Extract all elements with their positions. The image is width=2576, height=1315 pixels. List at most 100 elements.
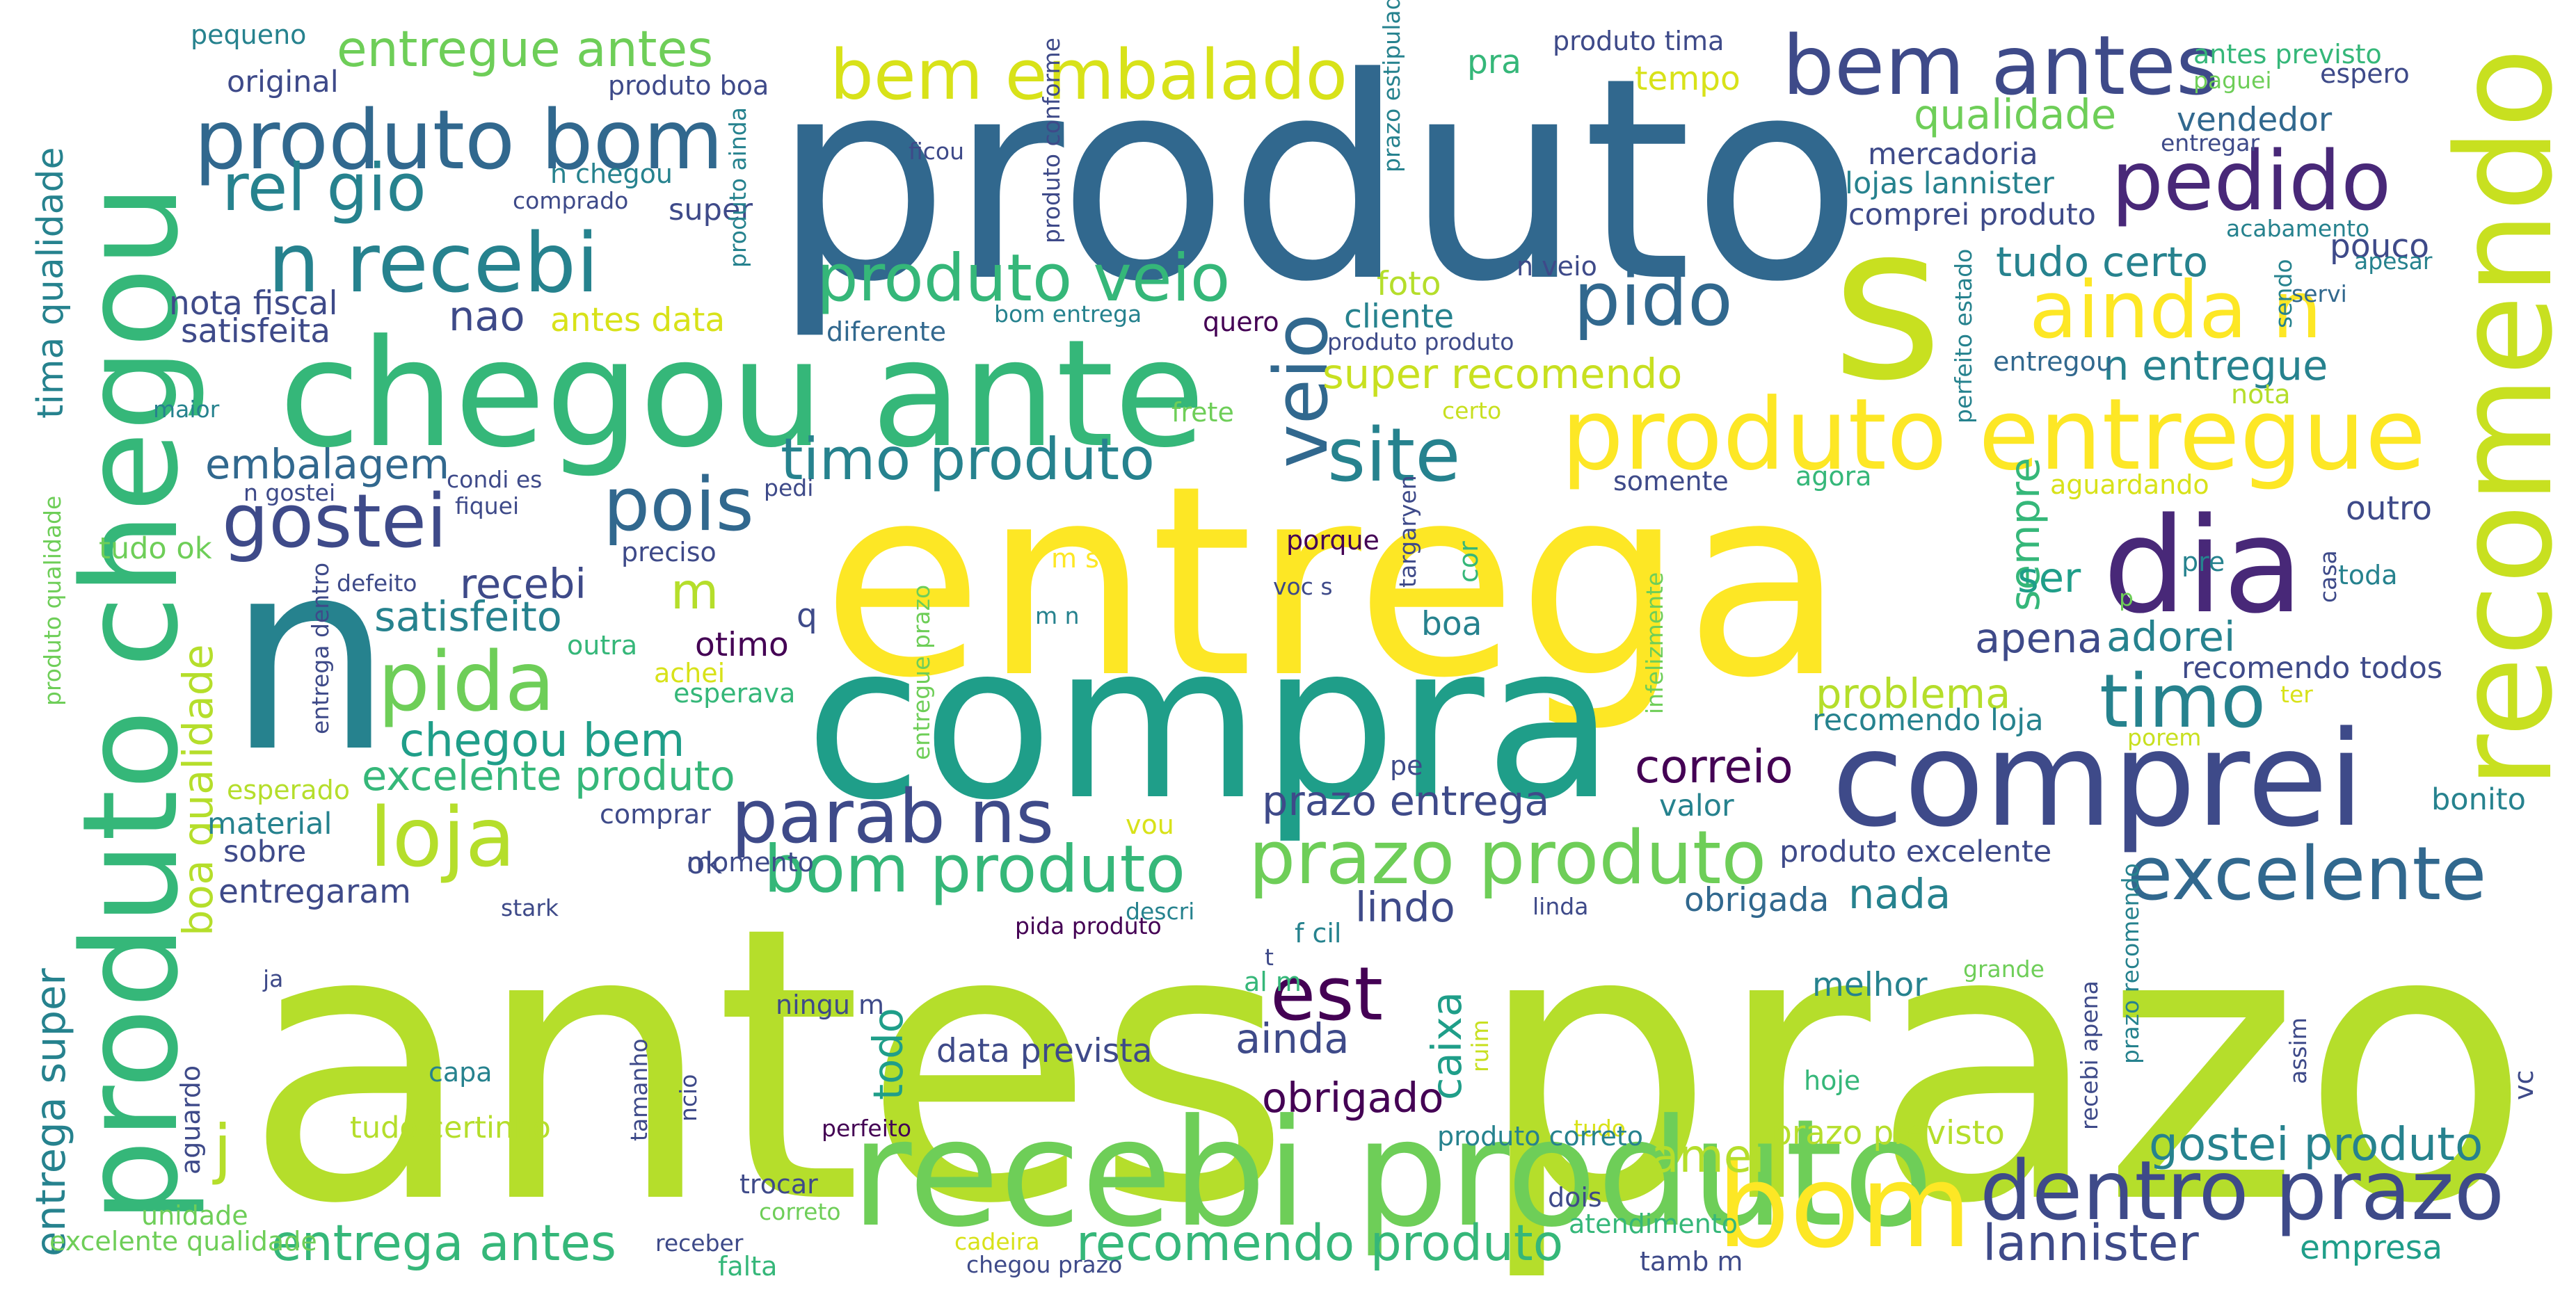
word-prazo: prazo — [1475, 847, 2531, 1286]
word-stark: stark — [501, 894, 559, 921]
word-produto-excelente: produto excelente — [1779, 834, 2052, 869]
word-bom-entrega: bom entrega — [994, 300, 1142, 328]
word-excelente-qualidade: excelente qualidade — [49, 1226, 317, 1257]
word-antes: antes — [243, 847, 1292, 1286]
word-qualidade: qualidade — [1914, 90, 2117, 138]
word-loja: loja — [369, 789, 516, 885]
word-somente: somente — [1613, 466, 1729, 497]
word-pre: pre — [2182, 547, 2225, 577]
word-nota: nota — [2231, 379, 2291, 410]
word-outra: outra — [567, 630, 638, 661]
word-frete: frete — [1171, 397, 1234, 428]
word-boa-qualidade: boa qualidade — [174, 644, 222, 936]
word-vendedor: vendedor — [2177, 101, 2333, 139]
word-bom: bom — [1717, 1140, 1972, 1273]
word-tamanho: tamanho — [625, 1038, 653, 1141]
word-chegou-bem: chegou bem — [399, 713, 685, 767]
word-lannister: lannister — [1983, 1214, 2199, 1272]
word-original: original — [227, 65, 339, 99]
word-lojas-lannister: lojas lannister — [1845, 166, 2054, 201]
word-pois: pois — [603, 462, 754, 547]
word-bem-antes: bem antes — [1782, 17, 2219, 113]
word-ser: ser — [2017, 554, 2081, 602]
word-receber: receber — [655, 1229, 744, 1257]
word-gostei: gostei — [222, 478, 447, 564]
word-gostei-produto: gostei produto — [2149, 1118, 2483, 1171]
word-adorei: adorei — [2106, 613, 2236, 661]
word-aguardando: aguardando — [2050, 469, 2209, 500]
word-recomendo-todos: recomendo todos — [2182, 651, 2443, 686]
word-todo: todo — [864, 1008, 912, 1100]
word-outro: outro — [2346, 490, 2433, 528]
word-chegou-prazo: chegou prazo — [966, 1251, 1123, 1278]
word-falta: falta — [718, 1251, 778, 1282]
word-recebi-produto: recebi produto — [851, 1088, 1934, 1260]
word-trocar: trocar — [739, 1169, 818, 1200]
word-recebi: recebi — [460, 560, 586, 608]
word-paguei: paguei — [2193, 67, 2272, 94]
word-site: site — [1327, 412, 1461, 498]
word-pida-produto: pida produto — [1015, 912, 1162, 939]
word-nada: nada — [1848, 870, 1951, 918]
word-recomendo: recomendo — [2429, 47, 2576, 789]
word-atendimento: atendimento — [1569, 1209, 1738, 1239]
word-chegou-ante: chegou ante — [279, 308, 1206, 481]
word-produto: produto — [772, 18, 1863, 343]
word-pedido: pedido — [2111, 133, 2392, 229]
word-tempo: tempo — [1635, 60, 1741, 98]
word-esperado: esperado — [227, 775, 350, 805]
word-porque: porque — [1286, 525, 1379, 556]
word-ningu-m: ningu m — [776, 990, 885, 1020]
word-pequeno: pequeno — [191, 19, 307, 50]
word-unidade: unidade — [141, 1200, 248, 1231]
word-tima-qualidade: tima qualidade — [30, 147, 72, 419]
word-entrega: entrega — [822, 430, 1846, 736]
word-f-cil: f cil — [1295, 918, 1342, 949]
word-p: p — [2119, 584, 2134, 611]
word-entregue-antes: entregue antes — [337, 20, 714, 78]
word-pra: pra — [1467, 43, 1521, 81]
word-comprado: comprado — [513, 187, 629, 214]
word-nota-fiscal: nota fiscal — [169, 284, 338, 323]
word-sobre: sobre — [223, 834, 307, 869]
word-capa: capa — [429, 1057, 493, 1088]
word-linda: linda — [1533, 893, 1589, 920]
word-momento: momento — [687, 847, 814, 878]
word-n-chegou: n chegou — [550, 159, 673, 189]
word-comprar: comprar — [600, 799, 711, 830]
word-ruim: ruim — [1466, 1019, 1494, 1072]
word-ficou: ficou — [909, 138, 965, 165]
word-obrigada: obrigada — [1684, 881, 1830, 919]
word-targaryen: targaryen — [1394, 475, 1421, 588]
word-j: j — [214, 1111, 232, 1187]
word-est: est — [1270, 951, 1384, 1037]
word-dois: dois — [1548, 1182, 1602, 1213]
word-tamb-m: tamb m — [1640, 1246, 1743, 1277]
word-melhor: melhor — [1812, 966, 1928, 1004]
word-fiquei: fiquei — [455, 492, 520, 519]
word-dia: dia — [2103, 490, 2304, 643]
word-porem: porem — [2127, 724, 2202, 751]
word-n-veio: n veio — [1517, 251, 1597, 282]
word-certo: certo — [1442, 397, 1502, 424]
word-entrega-dentro: entrega dentro — [307, 562, 334, 734]
word-n-recebi: n recebi — [268, 215, 599, 311]
word-bonito: bonito — [2431, 782, 2526, 817]
word-grande: grande — [1963, 955, 2045, 983]
word-compra: compra — [805, 599, 1615, 847]
word-lindo: lindo — [1355, 883, 1455, 931]
word-casa: casa — [2314, 550, 2342, 603]
word-maior: maior — [153, 396, 220, 423]
word-cadeira: cadeira — [954, 1228, 1040, 1255]
word-produto-entregue: produto entregue — [1561, 378, 2426, 492]
word-aguardo: aguardo — [175, 1065, 206, 1175]
word-ainda-n: ainda n — [2029, 264, 2322, 356]
word-timo: timo — [2099, 659, 2266, 744]
word-prazo-entrega: prazo entrega — [1262, 777, 1550, 825]
word-tudo-ok: tudo ok — [99, 531, 212, 566]
word-recomendo-produto: recomendo produto — [1076, 1214, 1564, 1272]
word-defeito: defeito — [337, 570, 417, 597]
word-prazo-produto: prazo produto — [1249, 815, 1767, 901]
word-data-prevista: data prevista — [936, 1032, 1153, 1070]
word-obrigado: obrigado — [1262, 1074, 1444, 1122]
